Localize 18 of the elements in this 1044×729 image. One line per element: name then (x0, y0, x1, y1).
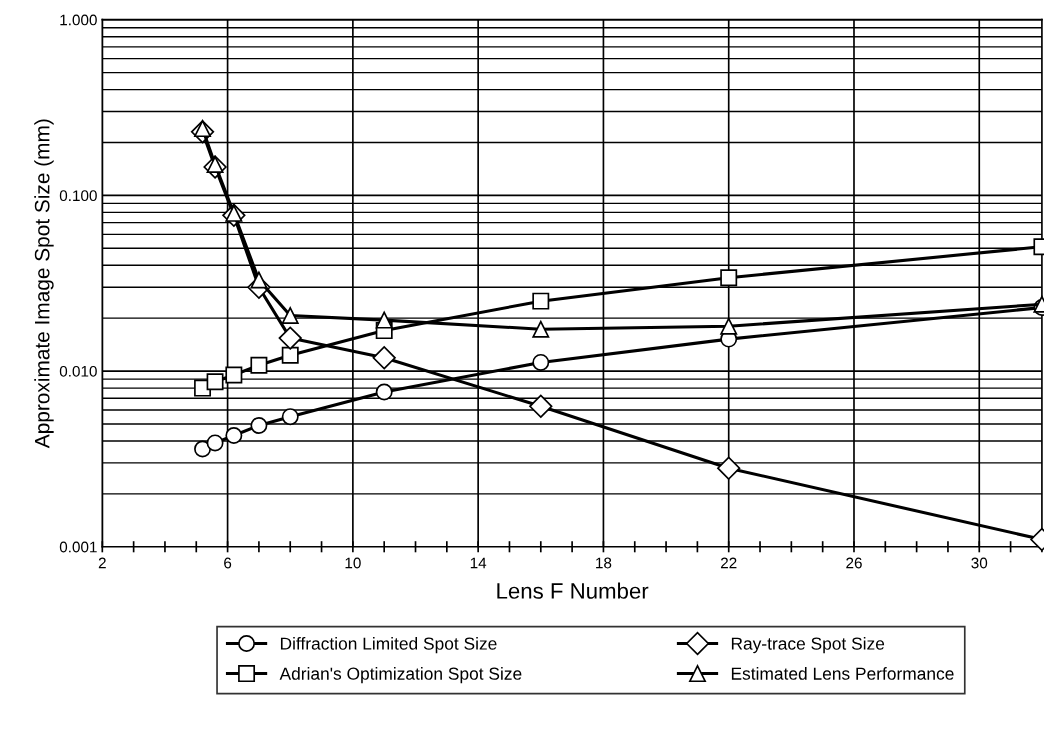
y-axis-title: Approximate Image Spot Size (mm) (34, 119, 54, 449)
y-tick-label: 1.000 (60, 14, 97, 26)
x-tick-label: 30 (971, 557, 988, 569)
x-tick-label: 22 (720, 557, 737, 569)
x-axis-title: Lens F Number (497, 582, 649, 599)
y-tick-label: 0.001 (59, 541, 97, 553)
x-tick-label: 6 (224, 557, 232, 569)
y-tick-label: 0.010 (59, 365, 97, 377)
x-tick-label: 18 (596, 557, 612, 569)
legend-label: Ray-trace Spot Size (731, 637, 885, 654)
legend-label: Diffraction Limited Spot Size (280, 637, 497, 654)
x-tick-label: 26 (846, 557, 862, 569)
x-tick-label: 10 (345, 557, 361, 569)
x-tick-label: 14 (470, 557, 487, 569)
x-tick-label: 2 (98, 557, 106, 569)
legend-label: Estimated Lens Performance (731, 667, 954, 680)
legend-label: Adrian's Optimization Spot Size (279, 667, 522, 684)
y-tick-label: 0.100 (59, 190, 97, 202)
